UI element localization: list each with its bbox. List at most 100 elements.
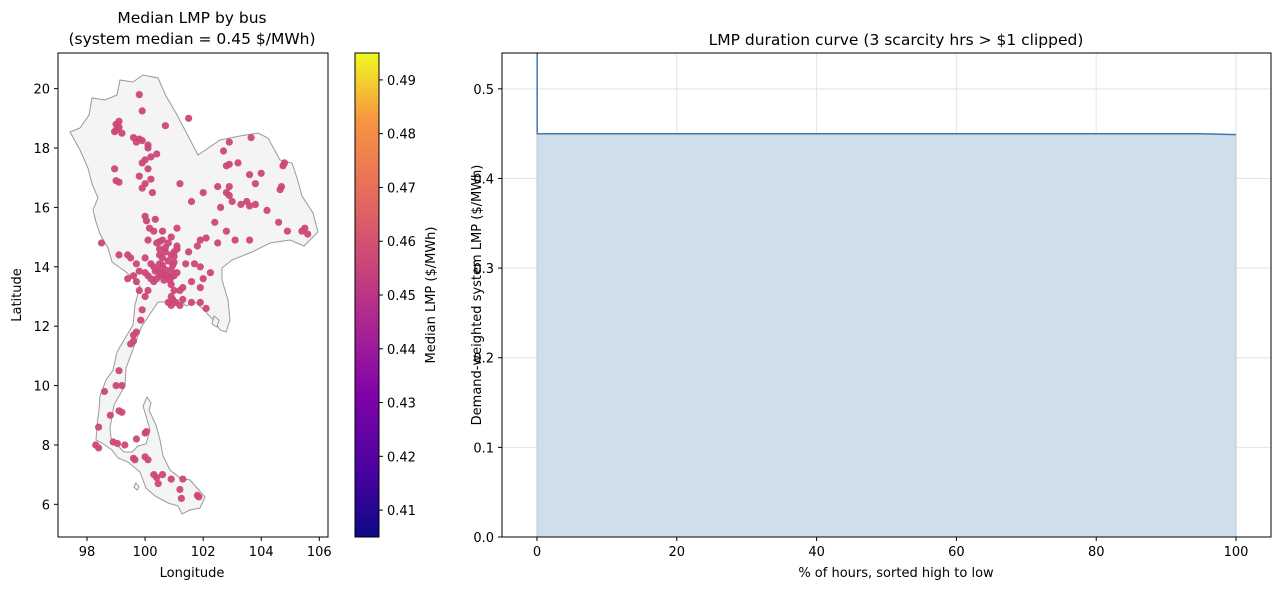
colorbar: 0.41 0.42 0.43 0.44 0.45 0.46 0.47 0.48 0.49 Med… — [354, 52, 439, 538]
bus-point — [135, 286, 143, 295]
bus-point — [118, 129, 126, 137]
map-x-tick-label: 106 — [307, 545, 332, 560]
island-outline — [211, 315, 220, 328]
colorbar-label: Median LMP ($/MWh) — [424, 227, 439, 364]
map-y-tick-label: 16 — [33, 201, 50, 216]
bus-point — [153, 150, 161, 158]
map-y-tick-label: 18 — [33, 142, 50, 157]
colorbar-ticks: 0.41 0.42 0.43 0.44 0.45 0.46 0.47 0.48 0.49 — [379, 74, 416, 519]
bus-point — [234, 159, 242, 167]
bus-point — [144, 144, 152, 152]
map-panel: Median LMP by bus (system median = 0.45 … — [10, 9, 332, 581]
bus-point — [173, 242, 181, 250]
duration-x-tick-label: 80 — [1088, 545, 1105, 560]
bus-point — [225, 191, 233, 200]
bus-point — [237, 200, 245, 208]
bus-point — [142, 217, 151, 225]
bus-point — [161, 122, 169, 130]
bus-point — [196, 263, 204, 271]
duration-y-ticks: 0.0 0.1 0.2 0.3 0.4 0.5 — [473, 83, 502, 546]
bus-point — [144, 286, 152, 295]
colorbar-tick-label: 0.44 — [387, 343, 416, 358]
bus-point — [158, 227, 167, 235]
bus-point — [304, 230, 312, 238]
map-x-tick-label: 104 — [249, 545, 274, 560]
bus-point — [111, 128, 119, 136]
bus-point — [283, 227, 291, 235]
map-x-tick-label: 98 — [79, 545, 96, 560]
map-x-label: Longitude — [160, 566, 225, 581]
map-y-tick-label: 20 — [33, 83, 50, 98]
bus-point — [219, 147, 228, 155]
duration-panel: LMP duration curve (3 scarcity hrs > $1 … — [470, 31, 1272, 581]
bus-point — [251, 180, 259, 188]
bus-point — [156, 245, 164, 253]
bus-point — [211, 218, 219, 226]
bus-point — [115, 367, 123, 375]
bus-point — [196, 298, 204, 306]
bus-point — [95, 444, 103, 452]
bus-point — [138, 137, 146, 145]
bus-point — [167, 475, 175, 483]
bus-point — [147, 175, 155, 183]
bus-point — [156, 260, 164, 268]
colorbar-tick-label: 0.45 — [387, 289, 416, 304]
bus-point — [97, 239, 106, 247]
bus-point — [190, 260, 199, 268]
colorbar-gradient — [354, 52, 380, 538]
bus-point — [132, 138, 140, 146]
bus-point — [144, 236, 152, 244]
bus-point — [199, 275, 207, 283]
bus-point — [144, 456, 152, 464]
bus-point — [115, 117, 123, 125]
bus-point — [199, 189, 207, 197]
bus-point — [95, 423, 103, 431]
bus-point — [170, 258, 178, 266]
bus-point — [185, 248, 193, 256]
bus-point — [164, 298, 172, 306]
bus-point — [222, 227, 230, 235]
bus-point — [167, 233, 175, 241]
bus-point — [196, 284, 204, 292]
bus-point — [177, 494, 185, 502]
bus-point — [176, 301, 184, 309]
map-title-line1: Median LMP by bus — [117, 9, 266, 27]
colorbar-tick-label: 0.47 — [387, 181, 416, 196]
bus-point — [112, 382, 120, 390]
bus-point — [257, 169, 265, 177]
duration-x-label: % of hours, sorted high to low — [798, 566, 994, 581]
bus-point — [166, 276, 174, 284]
bus-point — [111, 165, 119, 173]
bus-point — [141, 254, 149, 262]
bus-point — [100, 387, 109, 396]
map-y-tick-label: 8 — [42, 439, 50, 454]
colorbar-tick-label: 0.48 — [387, 128, 416, 143]
bus-point — [137, 316, 145, 324]
bus-point — [132, 435, 140, 443]
bus-point — [225, 160, 233, 168]
duration-axes-frame — [501, 52, 1272, 538]
bus-point — [141, 292, 149, 301]
bus-point — [246, 236, 254, 244]
bus-point — [185, 114, 193, 122]
map-x-tick-label: 102 — [191, 545, 216, 560]
bus-point — [118, 408, 126, 416]
bus-point — [115, 123, 123, 131]
bus-point — [231, 236, 239, 244]
bus-point — [173, 224, 181, 232]
bus-point — [179, 475, 187, 483]
duration-y-tick-label: 0.2 — [473, 352, 494, 367]
bus-point — [182, 260, 190, 268]
bus-point — [164, 257, 172, 265]
bus-point — [135, 172, 143, 180]
bus-point — [147, 153, 155, 161]
bus-point — [127, 340, 135, 348]
bus-point — [228, 197, 236, 206]
bus-point — [195, 493, 203, 501]
bus-point — [135, 91, 143, 99]
bus-point — [196, 236, 204, 244]
duration-x-tick-label: 40 — [808, 545, 825, 560]
map-y-tick-label: 12 — [33, 320, 50, 335]
bus-point — [148, 189, 156, 197]
